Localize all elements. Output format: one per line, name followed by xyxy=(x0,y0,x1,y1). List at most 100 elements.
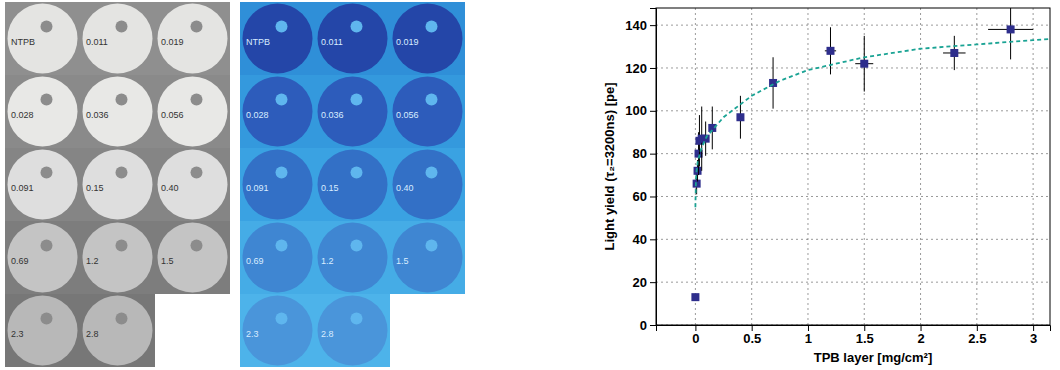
data-point xyxy=(950,49,958,57)
sample-disk xyxy=(8,223,78,293)
disk-hole xyxy=(41,21,53,33)
figure: NTPB0.0110.0190.0280.0360.0560.0910.150.… xyxy=(0,0,1060,370)
data-point xyxy=(1007,25,1015,33)
sample-label: 0.69 xyxy=(246,256,264,266)
sample-label: 0.056 xyxy=(396,110,419,120)
sample-label: 0.028 xyxy=(11,110,34,120)
sample-disk xyxy=(243,4,313,74)
x-tick-label: 3 xyxy=(1030,331,1037,346)
photo-cell xyxy=(390,148,465,221)
sample-disk xyxy=(158,150,228,220)
sample-label: 0.091 xyxy=(11,183,34,193)
sample-disk xyxy=(393,77,463,147)
sample-label: 0.011 xyxy=(321,37,343,47)
y-tick-mark xyxy=(650,154,656,155)
disk-hole xyxy=(116,94,128,106)
sample-disk xyxy=(243,77,313,147)
sample-disk xyxy=(83,77,153,147)
sample-label: 0.036 xyxy=(321,110,344,120)
disk-hole xyxy=(276,21,288,33)
data-point xyxy=(826,47,834,55)
sample-disk xyxy=(83,296,153,366)
photo-cell xyxy=(240,2,315,75)
x-grid-line xyxy=(695,8,696,325)
sample-label: NTPB xyxy=(246,37,270,47)
disk-hole xyxy=(191,240,203,252)
disk-hole xyxy=(351,313,363,325)
disk-hole xyxy=(41,313,53,325)
fit-curve xyxy=(695,39,1050,207)
y-tick-label: 0 xyxy=(640,318,647,333)
disk-hole xyxy=(426,167,438,179)
sample-disk xyxy=(8,77,78,147)
photo-cell xyxy=(315,75,390,148)
sample-label: 2.8 xyxy=(321,329,334,339)
sample-label: 0.036 xyxy=(86,110,109,120)
sample-disk xyxy=(83,4,153,74)
blue-photo-panel: NTPB0.0110.0190.0280.0360.0560.0910.150.… xyxy=(240,2,465,367)
photo-cell xyxy=(390,75,465,148)
sample-label: 0.69 xyxy=(11,256,29,266)
photo-cell xyxy=(155,75,230,148)
y-tick: 140 xyxy=(625,18,656,33)
disk-hole xyxy=(276,94,288,106)
sample-label: 0.019 xyxy=(396,37,419,47)
sample-disk xyxy=(158,4,228,74)
x-tick: 3 xyxy=(1030,325,1037,346)
y-tick: 80 xyxy=(633,146,656,161)
photo-cell xyxy=(240,148,315,221)
x-grid-line xyxy=(920,8,921,325)
x-axis: 00.511.522.53 xyxy=(657,325,1051,346)
sample-label: 0.40 xyxy=(396,183,414,193)
x-axis-line xyxy=(657,326,1051,332)
photo-cell xyxy=(5,75,80,148)
x-tick-label: 2 xyxy=(917,331,924,346)
disk-hole xyxy=(41,94,53,106)
sample-label: NTPB xyxy=(11,37,35,47)
x-grid-line xyxy=(976,8,977,325)
x-tick-mark xyxy=(864,325,865,331)
y-tick-label: 20 xyxy=(633,275,647,290)
photo-cell xyxy=(155,221,230,294)
photo-cell xyxy=(315,2,390,75)
photo-cell xyxy=(240,75,315,148)
y-tick: 20 xyxy=(633,275,656,290)
y-tick-mark xyxy=(650,239,656,240)
grey-photo-panel: NTPB0.0110.0190.0280.0360.0560.0910.150.… xyxy=(5,2,230,367)
data-point xyxy=(860,60,868,68)
plot-frame xyxy=(656,8,1050,325)
sample-disk xyxy=(318,77,388,147)
y-grid-line xyxy=(656,196,1050,197)
photo-cell xyxy=(5,294,80,367)
y-tick-mark xyxy=(650,25,656,26)
disk-hole xyxy=(351,167,363,179)
y-tick-label: 80 xyxy=(633,146,647,161)
sample-disk xyxy=(318,296,388,366)
photo-cell xyxy=(80,294,155,367)
x-tick-label: 2.5 xyxy=(968,331,986,346)
disk-hole xyxy=(276,313,288,325)
x-tick: 0 xyxy=(692,325,699,346)
sample-disk xyxy=(158,223,228,293)
photo-cell xyxy=(5,148,80,221)
sample-disk xyxy=(393,223,463,293)
disk-hole xyxy=(116,167,128,179)
disk-hole xyxy=(426,240,438,252)
x-grid-line xyxy=(1033,8,1034,325)
sample-disk xyxy=(243,150,313,220)
y-grid-line xyxy=(656,153,1050,154)
y-grid-line xyxy=(656,239,1050,240)
sample-label: 2.3 xyxy=(11,329,24,339)
disk-hole xyxy=(351,21,363,33)
x-grid-line xyxy=(807,8,808,325)
sample-disk xyxy=(83,223,153,293)
sample-label: 0.028 xyxy=(246,110,269,120)
photo-cell xyxy=(80,75,155,148)
photo-cell xyxy=(5,221,80,294)
x-tick-mark xyxy=(752,325,753,331)
sample-disk xyxy=(243,296,313,366)
disk-hole xyxy=(191,94,203,106)
sample-disk xyxy=(83,150,153,220)
disk-hole xyxy=(426,94,438,106)
x-tick: 1.5 xyxy=(856,325,874,346)
